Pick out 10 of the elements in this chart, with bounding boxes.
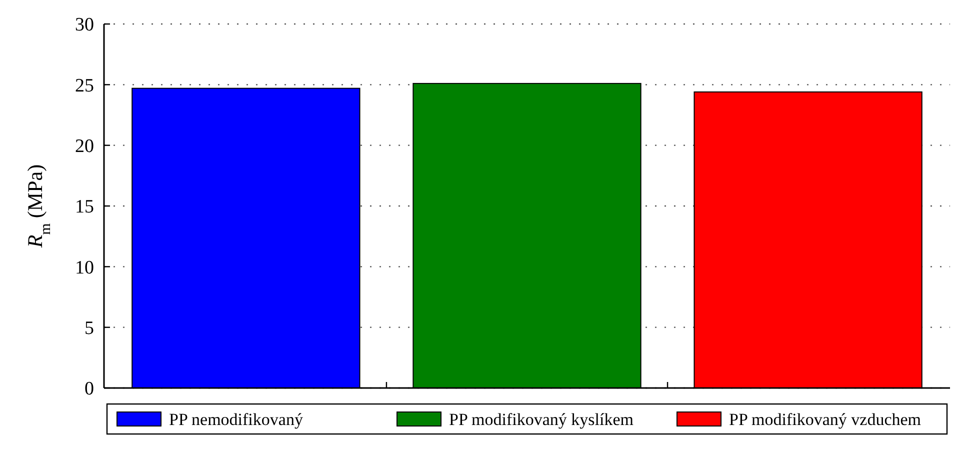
y-tick-label: 20 [75,136,94,157]
y-tick-label: 30 [75,14,94,36]
legend-label: PP nemodifikovaný [169,410,304,429]
y-tick-label: 25 [75,75,94,96]
legend-label: PP modifikovaný kyslíkem [449,410,634,429]
y-tick-label: 0 [84,378,94,400]
y-tick-label: 10 [75,257,94,278]
y-tick-label: 5 [84,318,94,339]
legend-label: PP modifikovaný vzduchem [729,410,922,429]
y-tick-label: 15 [75,196,94,218]
